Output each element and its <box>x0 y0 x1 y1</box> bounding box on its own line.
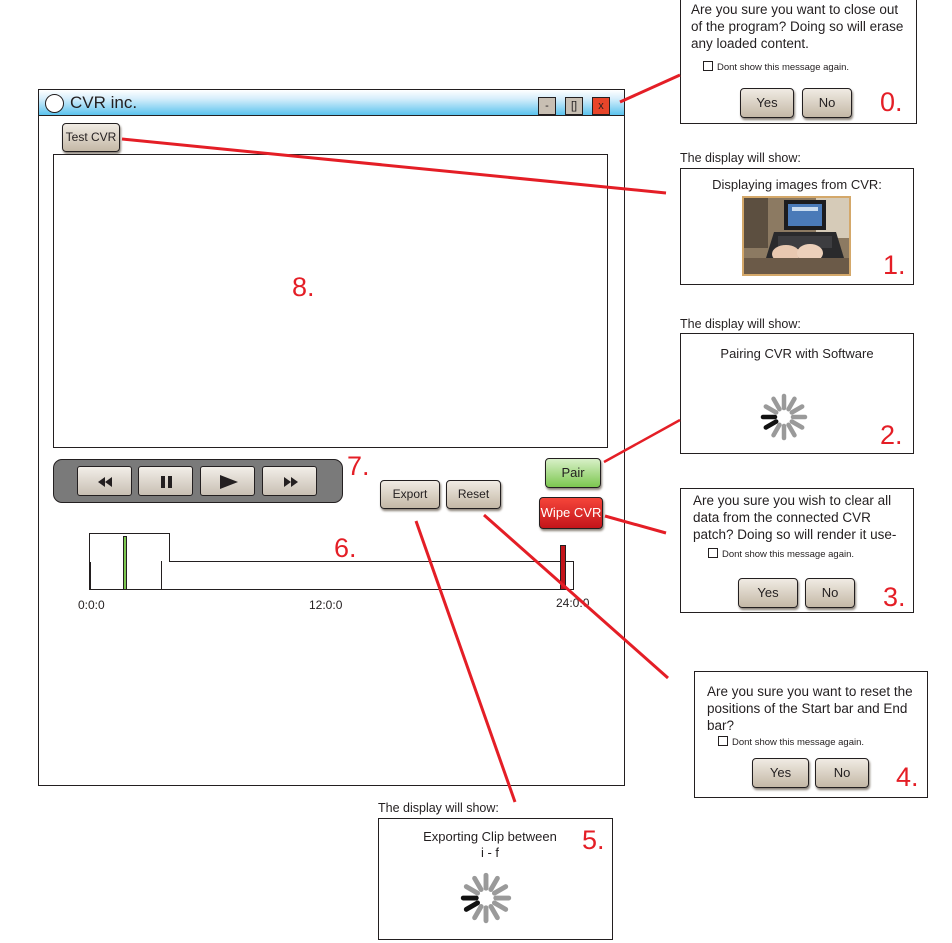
timeline-tick-end: 24:0:0 <box>556 596 590 610</box>
annotation-number: 5. <box>582 825 605 855</box>
no-button[interactable]: No <box>815 758 869 788</box>
checkbox-icon[interactable] <box>703 61 713 71</box>
panel-title-line: i - f <box>480 845 500 860</box>
dont-show-checkbox[interactable]: Dont show this message again. <box>708 548 854 561</box>
annotation-number: 8. <box>292 272 315 302</box>
dialog-message: Are you sure you want to reset the posit… <box>707 684 913 733</box>
pair-button[interactable]: Pair <box>545 458 601 488</box>
play-icon <box>220 475 238 489</box>
display-caption: The display will show: <box>378 801 499 815</box>
timeline-tick-mid: 12:0:0 <box>309 598 343 612</box>
dont-show-checkbox[interactable]: Dont show this message again. <box>703 61 849 74</box>
wipe-cvr-button[interactable]: Wipe CVR <box>539 497 603 529</box>
play-button[interactable] <box>200 466 255 496</box>
checkbox-icon[interactable] <box>718 736 728 746</box>
spinner-spoke <box>472 875 484 892</box>
close-button[interactable]: x <box>592 97 610 115</box>
start-bar-handle[interactable] <box>123 536 127 590</box>
display-caption: The display will show: <box>680 317 801 331</box>
display-caption: The display will show: <box>680 151 801 165</box>
checkbox-icon[interactable] <box>708 548 718 558</box>
yes-button[interactable]: Yes <box>738 578 798 608</box>
app-icon <box>45 94 64 113</box>
rewind-icon <box>98 477 112 487</box>
dialog-message: Are you sure you wish to clear all data … <box>693 493 897 542</box>
annotation-number: 3. <box>883 582 906 612</box>
timeline-selection-window[interactable] <box>89 533 170 562</box>
spinner-spoke <box>763 419 779 430</box>
wipe-confirm-dialog <box>680 488 914 613</box>
timeline-track[interactable] <box>90 561 574 590</box>
reset-confirm-dialog <box>694 671 928 798</box>
yes-button[interactable]: Yes <box>740 88 794 118</box>
cvr-image-thumbnail <box>742 196 851 276</box>
annotation-number: 4. <box>896 762 919 792</box>
title-bar[interactable] <box>39 90 624 116</box>
spinner-spoke <box>789 419 805 430</box>
no-button[interactable]: No <box>802 88 852 118</box>
spinner-spoke <box>492 900 509 912</box>
panel-title: Displaying images from CVR: <box>712 177 882 192</box>
spinner-spoke <box>488 875 500 892</box>
rewind-button[interactable] <box>77 466 132 496</box>
spinner-spoke <box>786 396 797 412</box>
checkbox-label: Dont show this message again. <box>722 549 855 560</box>
spinner-spoke <box>492 884 509 896</box>
pause-button[interactable] <box>138 466 193 496</box>
loading-spinner-icon <box>760 393 808 441</box>
panel-title: Pairing CVR with Software <box>720 346 874 361</box>
timeline-tick-start: 0:0:0 <box>78 598 105 612</box>
end-bar-handle[interactable] <box>560 545 566 590</box>
annotation-number: 1. <box>883 250 906 280</box>
checkbox-label: Dont show this message again. <box>732 737 865 748</box>
spinner-spoke <box>789 404 805 415</box>
dont-show-checkbox[interactable]: Dont show this message again. <box>718 736 864 749</box>
no-button[interactable]: No <box>805 578 855 608</box>
loading-spinner-icon <box>460 872 512 924</box>
minimize-button[interactable]: - <box>538 97 556 115</box>
panel-title: Exporting Clip between i - f <box>395 829 585 861</box>
display-area <box>53 154 608 448</box>
spinner-spoke <box>463 884 480 896</box>
connector-line <box>619 73 681 104</box>
window-title: CVR inc. <box>70 93 138 112</box>
spinner-spoke <box>763 404 779 415</box>
spinner-spoke <box>786 422 797 438</box>
spinner-spoke <box>472 904 484 921</box>
export-button[interactable]: Export <box>380 480 440 509</box>
maximize-button[interactable]: [] <box>565 97 583 115</box>
spinner-spoke <box>771 396 782 412</box>
spinner-spoke <box>463 900 480 912</box>
annotation-number: 2. <box>880 420 903 450</box>
test-cvr-button[interactable]: Test CVR <box>62 123 120 152</box>
panel-title-line: Exporting Clip between <box>423 829 557 844</box>
spinner-spoke <box>771 422 782 438</box>
fast-forward-button[interactable] <box>262 466 317 496</box>
reset-button[interactable]: Reset <box>446 480 501 509</box>
annotation-number: 0. <box>880 87 903 117</box>
fast-forward-icon <box>284 477 298 487</box>
yes-button[interactable]: Yes <box>752 758 809 788</box>
close-confirm-dialog <box>680 0 917 124</box>
dialog-message: Are you sure you want to close out of th… <box>691 2 904 51</box>
checkbox-label: Dont show this message again. <box>717 62 850 73</box>
annotation-number: 6. <box>334 533 357 563</box>
pairing-panel <box>680 333 914 454</box>
spinner-spoke <box>488 904 500 921</box>
pause-icon <box>161 476 172 488</box>
annotation-number: 7. <box>347 451 370 481</box>
